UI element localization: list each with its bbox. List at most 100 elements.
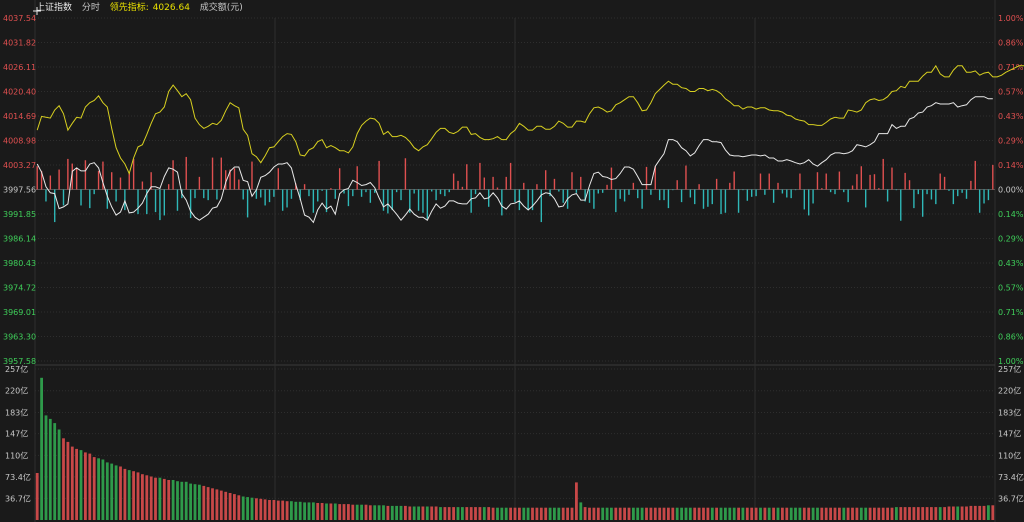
volume-bar xyxy=(916,507,920,520)
volume-bar xyxy=(233,494,236,520)
volume-bar xyxy=(829,507,832,520)
volume-bar xyxy=(215,489,219,520)
volume-bar xyxy=(960,506,964,520)
price-tick-label: 4026.11 xyxy=(3,63,36,72)
volume-bar xyxy=(991,505,995,520)
volume-bar xyxy=(855,507,859,520)
volume-bar xyxy=(851,507,854,520)
volume-bar xyxy=(474,507,477,520)
volume-bar xyxy=(583,507,587,520)
volume-bar xyxy=(211,488,214,520)
volume-bar xyxy=(57,429,61,520)
volume-bar xyxy=(193,484,197,520)
volume-bar xyxy=(579,502,583,520)
volume-bar xyxy=(816,507,819,520)
volume-bar xyxy=(908,507,911,520)
price-tick-label: 3963.30 xyxy=(3,333,36,342)
volume-tick-label: 183亿 xyxy=(5,407,28,417)
volume-bar xyxy=(325,503,328,520)
volume-bar xyxy=(461,507,464,520)
volume-bar xyxy=(312,502,315,520)
volume-bar xyxy=(482,507,486,520)
volume-bar xyxy=(132,471,135,520)
volume-bar xyxy=(263,499,267,520)
period-label[interactable]: 分时 xyxy=(81,3,100,13)
volume-bar xyxy=(382,505,385,520)
volume-bar xyxy=(377,505,381,520)
volume-bar xyxy=(162,478,166,520)
volume-bar xyxy=(320,503,324,520)
volume-bar xyxy=(228,493,232,520)
volume-tick-label: 220亿 xyxy=(998,386,1021,396)
volume-bar xyxy=(347,504,350,520)
volume-bar xyxy=(189,483,192,520)
volume-tick-label: 257亿 xyxy=(5,364,28,374)
volume-bar xyxy=(66,441,70,520)
volume-bar xyxy=(969,505,973,520)
pct-tick-label: 0.43% xyxy=(998,259,1024,268)
volume-bar xyxy=(434,506,438,520)
price-tick-label: 3997.56 xyxy=(3,186,36,195)
volume-bar xyxy=(653,507,657,520)
volume-bar xyxy=(496,507,499,520)
price-tick-label: 4020.40 xyxy=(3,88,36,97)
volume-bar xyxy=(412,506,416,520)
volume-bar xyxy=(833,507,837,520)
volume-bar xyxy=(881,507,885,520)
volume-bar xyxy=(303,502,306,520)
pct-tick-label: 0.00% xyxy=(998,186,1024,195)
volume-tick-label: 257亿 xyxy=(998,364,1021,374)
volume-bar xyxy=(136,472,140,520)
volume-bar xyxy=(763,507,767,520)
price-tick-label: 4037.54 xyxy=(3,14,36,23)
volume-bar xyxy=(487,507,491,520)
index-name[interactable]: 上证指数 xyxy=(36,3,73,13)
volume-bar xyxy=(298,501,302,520)
volume-bar xyxy=(759,507,762,520)
volume-bar xyxy=(811,507,815,520)
volume-bar xyxy=(526,507,530,520)
volume-bar xyxy=(439,507,442,520)
volume-bar xyxy=(548,507,552,520)
volume-bar xyxy=(88,453,92,520)
pct-tick-label: 0.43% xyxy=(998,112,1024,121)
volume-bar xyxy=(110,463,114,520)
volume-bar xyxy=(544,507,548,520)
volume-bar xyxy=(632,507,635,520)
volume-bar xyxy=(268,500,271,520)
volume-bar xyxy=(404,505,407,520)
volume-bar xyxy=(294,501,298,520)
price-tick-label: 3986.14 xyxy=(3,235,36,244)
volume-bar xyxy=(237,495,241,520)
volume-bar xyxy=(333,503,337,520)
volume-bar xyxy=(408,506,412,520)
volume-tick-label: 220亿 xyxy=(5,386,28,396)
volume-bar xyxy=(425,506,429,520)
pct-tick-label: 0.71% xyxy=(998,308,1024,317)
volume-bar xyxy=(48,418,52,520)
volume-bar xyxy=(667,507,670,520)
volume-bar xyxy=(75,448,78,520)
volume-bar xyxy=(627,507,631,520)
volume-bar xyxy=(509,507,512,520)
volume-bar xyxy=(737,507,740,520)
volume-bar xyxy=(640,507,644,520)
volume-bar xyxy=(605,507,609,520)
volume-bar xyxy=(276,500,280,520)
volume-tick-label: 147亿 xyxy=(998,429,1021,439)
volume-bar xyxy=(176,481,179,520)
volume-bar xyxy=(864,507,868,520)
volume-bar xyxy=(417,506,420,520)
pct-tick-label: 0.86% xyxy=(998,39,1024,48)
volume-bar xyxy=(281,500,285,520)
volume-bar xyxy=(123,468,127,520)
volume-bar xyxy=(553,507,556,520)
volume-bar xyxy=(180,481,184,520)
volume-bar xyxy=(750,507,754,520)
volume-bar xyxy=(693,507,697,520)
volume-bar xyxy=(987,505,990,520)
volume-bar xyxy=(781,507,784,520)
volume-bar xyxy=(956,506,960,520)
